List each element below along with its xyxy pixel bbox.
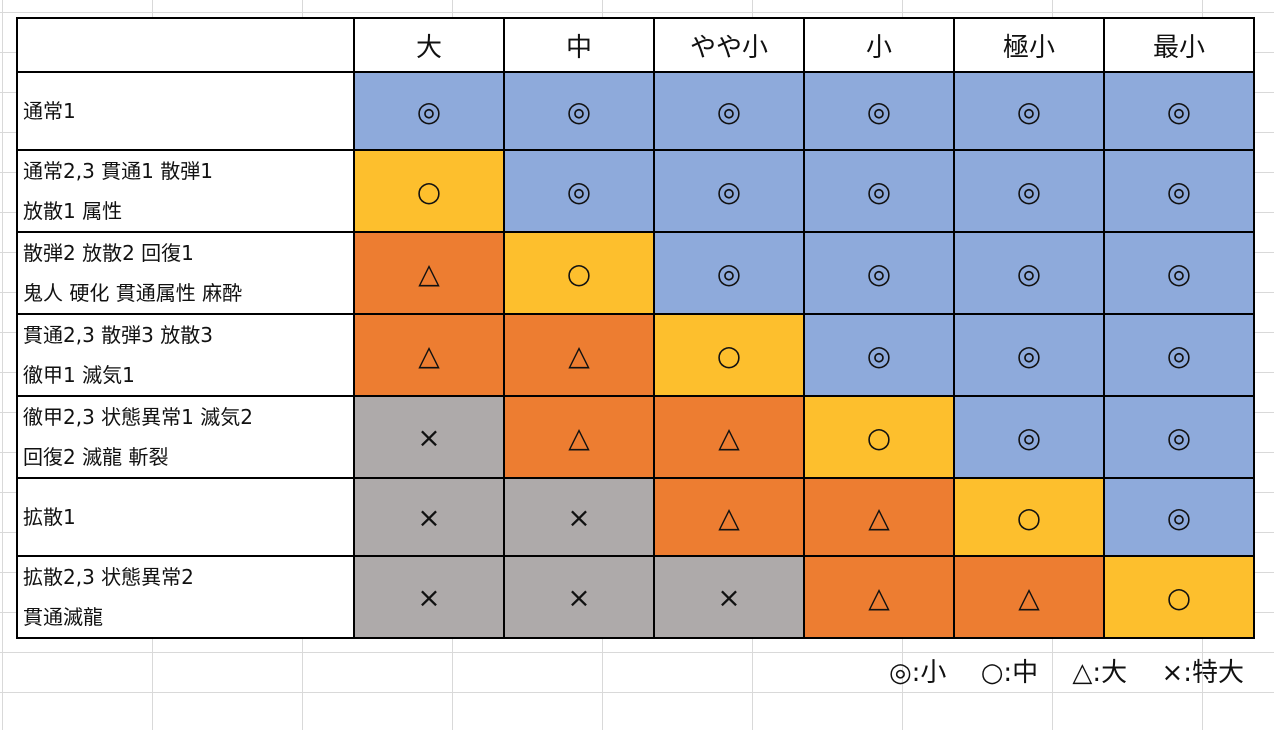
legend-item: ◎:小 [888,658,947,688]
row-label[interactable]: 通常1 [16,71,355,151]
row-label[interactable]: 拡散1 [16,477,355,557]
column-header[interactable]: 中 [503,17,655,73]
rating-cell[interactable]: △ [503,313,655,397]
column-header[interactable]: 大 [353,17,505,73]
rating-cell[interactable]: ◎ [1103,231,1255,315]
rating-cell[interactable]: ◎ [953,231,1105,315]
rating-cell[interactable]: × [353,395,505,479]
row-label-line: 通常1 [23,99,76,123]
row-label-line: 通常2,3 貫通1 散弾1 [23,159,213,183]
row-label-line: 放散1 属性 [23,199,123,223]
legend: ◎:小 ○:中 △:大 ×:特大 [863,652,1244,689]
rating-cell[interactable]: △ [953,555,1105,639]
damage-table: 大 中 やや小 小 極小 最小 通常1 ◎ ◎ ◎ ◎ ◎ ◎ 通常2,3 貫通1 散弾1 放散… [16,17,1255,639]
rating-cell[interactable]: × [653,555,805,639]
rating-cell[interactable]: ○ [653,313,805,397]
table-row: 徹甲2,3 状態異常1 滅気2 回復2 滅龍 斬裂 × △ △ ○ ◎ ◎ [16,395,1255,479]
rating-cell[interactable]: ◎ [953,313,1105,397]
row-label-line: 回復2 滅龍 斬裂 [23,445,169,469]
table-row: 通常2,3 貫通1 散弾1 放散1 属性 ○ ◎ ◎ ◎ ◎ ◎ [16,149,1255,233]
rating-cell[interactable]: × [503,555,655,639]
rating-cell[interactable]: × [353,477,505,557]
rating-cell[interactable]: ◎ [653,149,805,233]
row-label[interactable]: 散弾2 放散2 回復1 鬼人 硬化 貫通属性 麻酔 [16,231,355,315]
column-header[interactable]: やや小 [653,17,805,73]
rating-cell[interactable]: ◎ [503,71,655,151]
legend-item: △:大 [1072,658,1128,688]
rating-cell[interactable]: ◎ [1103,149,1255,233]
rating-cell[interactable]: ○ [503,231,655,315]
rating-cell[interactable]: ◎ [803,71,955,151]
column-header[interactable]: 小 [803,17,955,73]
rating-cell[interactable]: × [503,477,655,557]
rating-cell[interactable]: ○ [353,149,505,233]
table-row: 拡散1 × × △ △ ○ ◎ [16,477,1255,557]
column-header[interactable]: 最小 [1103,17,1255,73]
rating-cell[interactable]: △ [503,395,655,479]
rating-cell[interactable]: ◎ [353,71,505,151]
legend-item: ×:特大 [1161,658,1244,688]
row-label-line: 拡散2,3 状態異常2 [23,565,194,589]
row-label-line: 徹甲1 滅気1 [23,363,135,387]
rating-cell[interactable]: ○ [803,395,955,479]
rating-cell[interactable]: ◎ [803,231,955,315]
corner-cell[interactable] [16,17,355,73]
rating-cell[interactable]: ◎ [953,149,1105,233]
row-label[interactable]: 通常2,3 貫通1 散弾1 放散1 属性 [16,149,355,233]
rating-cell[interactable]: × [353,555,505,639]
legend-item: ○:中 [980,658,1039,688]
rating-cell[interactable]: △ [653,477,805,557]
rating-cell[interactable]: ◎ [653,71,805,151]
rating-cell[interactable]: ◎ [953,395,1105,479]
rating-cell[interactable]: △ [353,313,505,397]
rating-cell[interactable]: ◎ [1103,313,1255,397]
rating-cell[interactable]: ◎ [503,149,655,233]
row-label-line: 鬼人 硬化 貫通属性 麻酔 [23,281,243,305]
rating-cell[interactable]: △ [803,477,955,557]
rating-cell[interactable]: ○ [953,477,1105,557]
rating-cell[interactable]: △ [653,395,805,479]
rating-cell[interactable]: ◎ [1103,71,1255,151]
rating-cell[interactable]: ◎ [1103,395,1255,479]
row-label-line: 貫通滅龍 [23,605,103,629]
rating-cell[interactable]: △ [353,231,505,315]
rating-cell[interactable]: ○ [1103,555,1255,639]
table-row: 通常1 ◎ ◎ ◎ ◎ ◎ ◎ [16,71,1255,151]
column-header[interactable]: 極小 [953,17,1105,73]
rating-cell[interactable]: ◎ [803,313,955,397]
rating-cell[interactable]: ◎ [653,231,805,315]
row-label[interactable]: 貫通2,3 散弾3 放散3 徹甲1 滅気1 [16,313,355,397]
row-label[interactable]: 徹甲2,3 状態異常1 滅気2 回復2 滅龍 斬裂 [16,395,355,479]
header-row: 大 中 やや小 小 極小 最小 [16,17,1255,73]
row-label-line: 貫通2,3 散弾3 放散3 [23,323,213,347]
rating-cell[interactable]: ◎ [953,71,1105,151]
row-label-line: 散弾2 放散2 回復1 [23,241,194,265]
rating-cell[interactable]: ◎ [803,149,955,233]
row-label-line: 拡散1 [23,505,76,529]
table-row: 貫通2,3 散弾3 放散3 徹甲1 滅気1 △ △ ○ ◎ ◎ ◎ [16,313,1255,397]
rating-cell[interactable]: ◎ [1103,477,1255,557]
rating-cell[interactable]: △ [803,555,955,639]
table-row: 散弾2 放散2 回復1 鬼人 硬化 貫通属性 麻酔 △ ○ ◎ ◎ ◎ ◎ [16,231,1255,315]
table-row: 拡散2,3 状態異常2 貫通滅龍 × × × △ △ ○ [16,555,1255,639]
row-label-line: 徹甲2,3 状態異常1 滅気2 [23,405,253,429]
row-label[interactable]: 拡散2,3 状態異常2 貫通滅龍 [16,555,355,639]
